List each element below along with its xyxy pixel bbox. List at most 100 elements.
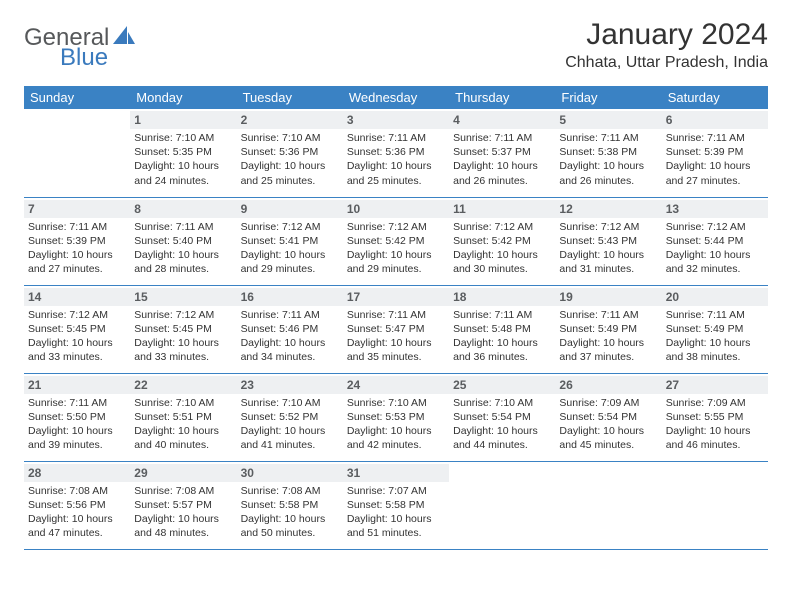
logo-sail-icon — [113, 26, 135, 51]
cell-body: Sunrise: 7:10 AMSunset: 5:51 PMDaylight:… — [134, 396, 232, 453]
sunset-text: Sunset: 5:42 PM — [347, 234, 445, 248]
daylight1-text: Daylight: 10 hours — [559, 336, 657, 350]
calendar-cell: 14Sunrise: 7:12 AMSunset: 5:45 PMDayligh… — [24, 285, 130, 373]
sunrise-text: Sunrise: 7:12 AM — [28, 308, 126, 322]
sunset-text: Sunset: 5:36 PM — [241, 145, 339, 159]
daylight1-text: Daylight: 10 hours — [666, 336, 764, 350]
sunset-text: Sunset: 5:48 PM — [453, 322, 551, 336]
daylight2-text: and 33 minutes. — [28, 350, 126, 364]
cell-body: Sunrise: 7:08 AMSunset: 5:57 PMDaylight:… — [134, 484, 232, 541]
day-number: 19 — [555, 288, 661, 306]
day-number: 10 — [343, 200, 449, 218]
calendar-cell: 20Sunrise: 7:11 AMSunset: 5:49 PMDayligh… — [662, 285, 768, 373]
daylight1-text: Daylight: 10 hours — [241, 159, 339, 173]
daylight1-text: Daylight: 10 hours — [666, 159, 764, 173]
daylight2-text: and 25 minutes. — [347, 174, 445, 188]
daylight2-text: and 34 minutes. — [241, 350, 339, 364]
daylight1-text: Daylight: 10 hours — [347, 159, 445, 173]
sunrise-text: Sunrise: 7:12 AM — [347, 220, 445, 234]
daylight1-text: Daylight: 10 hours — [241, 424, 339, 438]
daylight1-text: Daylight: 10 hours — [347, 424, 445, 438]
logo-blue-wrap: Blue — [60, 44, 108, 72]
sunset-text: Sunset: 5:44 PM — [666, 234, 764, 248]
daylight1-text: Daylight: 10 hours — [347, 248, 445, 262]
daylight1-text: Daylight: 10 hours — [134, 336, 232, 350]
sunrise-text: Sunrise: 7:10 AM — [241, 131, 339, 145]
daylight1-text: Daylight: 10 hours — [453, 424, 551, 438]
daylight2-text: and 38 minutes. — [666, 350, 764, 364]
calendar-cell: 16Sunrise: 7:11 AMSunset: 5:46 PMDayligh… — [237, 285, 343, 373]
day-number: 6 — [662, 111, 768, 129]
sunrise-text: Sunrise: 7:11 AM — [453, 308, 551, 322]
calendar-cell: 4Sunrise: 7:11 AMSunset: 5:37 PMDaylight… — [449, 109, 555, 197]
cell-body: Sunrise: 7:12 AMSunset: 5:42 PMDaylight:… — [347, 220, 445, 277]
weekday-header: Friday — [555, 86, 661, 109]
sunrise-text: Sunrise: 7:12 AM — [666, 220, 764, 234]
sunrise-text: Sunrise: 7:08 AM — [241, 484, 339, 498]
cell-body: Sunrise: 7:10 AMSunset: 5:35 PMDaylight:… — [134, 131, 232, 188]
weekday-header: Thursday — [449, 86, 555, 109]
day-number: 8 — [130, 200, 236, 218]
daylight2-text: and 47 minutes. — [28, 526, 126, 540]
day-number: 16 — [237, 288, 343, 306]
daylight2-text: and 32 minutes. — [666, 262, 764, 276]
day-number: 21 — [24, 376, 130, 394]
sunrise-text: Sunrise: 7:07 AM — [347, 484, 445, 498]
day-number: 11 — [449, 200, 555, 218]
cell-body: Sunrise: 7:11 AMSunset: 5:40 PMDaylight:… — [134, 220, 232, 277]
cell-body: Sunrise: 7:11 AMSunset: 5:50 PMDaylight:… — [28, 396, 126, 453]
calendar-cell: 25Sunrise: 7:10 AMSunset: 5:54 PMDayligh… — [449, 373, 555, 461]
day-number: 4 — [449, 111, 555, 129]
weekday-header: Saturday — [662, 86, 768, 109]
daylight2-text: and 31 minutes. — [559, 262, 657, 276]
calendar-cell: 10 Sunrise: 7:12 AMSunset: 5:42 PMDayligh… — [343, 197, 449, 285]
sunrise-text: Sunrise: 7:12 AM — [559, 220, 657, 234]
calendar-cell: 15Sunrise: 7:12 AMSunset: 5:45 PMDayligh… — [130, 285, 236, 373]
weekday-row: Sunday Monday Tuesday Wednesday Thursday… — [24, 86, 768, 109]
cell-body: Sunrise: 7:10 AMSunset: 5:53 PMDaylight:… — [347, 396, 445, 453]
sunset-text: Sunset: 5:40 PM — [134, 234, 232, 248]
calendar-cell: 12Sunrise: 7:12 AMSunset: 5:43 PMDayligh… — [555, 197, 661, 285]
daylight1-text: Daylight: 10 hours — [453, 248, 551, 262]
sunset-text: Sunset: 5:37 PM — [453, 145, 551, 159]
daylight1-text: Daylight: 10 hours — [28, 512, 126, 526]
daylight1-text: Daylight: 10 hours — [28, 248, 126, 262]
cell-body: Sunrise: 7:10 AMSunset: 5:54 PMDaylight:… — [453, 396, 551, 453]
daylight1-text: Daylight: 10 hours — [453, 159, 551, 173]
cell-body: Sunrise: 7:12 AMSunset: 5:45 PMDaylight:… — [28, 308, 126, 365]
calendar-cell: 29Sunrise: 7:08 AMSunset: 5:57 PMDayligh… — [130, 461, 236, 549]
sunset-text: Sunset: 5:54 PM — [453, 410, 551, 424]
cell-body: Sunrise: 7:09 AMSunset: 5:55 PMDaylight:… — [666, 396, 764, 453]
sunrise-text: Sunrise: 7:11 AM — [559, 131, 657, 145]
cell-body: Sunrise: 7:12 AMSunset: 5:44 PMDaylight:… — [666, 220, 764, 277]
sunset-text: Sunset: 5:49 PM — [559, 322, 657, 336]
sunset-text: Sunset: 5:41 PM — [241, 234, 339, 248]
daylight2-text: and 41 minutes. — [241, 438, 339, 452]
cell-body: Sunrise: 7:12 AMSunset: 5:42 PMDaylight:… — [453, 220, 551, 277]
calendar-row: 1 Sunrise: 7:10 AMSunset: 5:35 PMDaylight… — [24, 109, 768, 197]
daylight2-text: and 44 minutes. — [453, 438, 551, 452]
cell-body: Sunrise: 7:08 AMSunset: 5:58 PMDaylight:… — [241, 484, 339, 541]
day-number: 28 — [24, 464, 130, 482]
title-block: January 2024 Chhata, Uttar Pradesh, Indi… — [565, 18, 768, 72]
daylight2-text: and 35 minutes. — [347, 350, 445, 364]
sunrise-text: Sunrise: 7:10 AM — [134, 131, 232, 145]
cell-body: Sunrise: 7:08 AMSunset: 5:56 PMDaylight:… — [28, 484, 126, 541]
sunset-text: Sunset: 5:46 PM — [241, 322, 339, 336]
calendar-cell: 9Sunrise: 7:12 AMSunset: 5:41 PMDaylight… — [237, 197, 343, 285]
calendar-cell: 6Sunrise: 7:11 AMSunset: 5:39 PMDaylight… — [662, 109, 768, 197]
calendar-cell: 21 Sunrise: 7:11 AMSunset: 5:50 PMDayligh… — [24, 373, 130, 461]
sunrise-text: Sunrise: 7:10 AM — [134, 396, 232, 410]
sunset-text: Sunset: 5:54 PM — [559, 410, 657, 424]
daylight2-text: and 27 minutes. — [666, 174, 764, 188]
day-number: 3 — [343, 111, 449, 129]
cell-body: Sunrise: 7:11 AMSunset: 5:48 PMDaylight:… — [453, 308, 551, 365]
cell-body: Sunrise: 7:11 AMSunset: 5:36 PMDaylight:… — [347, 131, 445, 188]
sunset-text: Sunset: 5:39 PM — [666, 145, 764, 159]
daylight2-text: and 24 minutes. — [134, 174, 232, 188]
calendar-cell: 22Sunrise: 7:10 AMSunset: 5:51 PMDayligh… — [130, 373, 236, 461]
sunset-text: Sunset: 5:56 PM — [28, 498, 126, 512]
cell-body: Sunrise: 7:07 AMSunset: 5:58 PMDaylight:… — [347, 484, 445, 541]
sunset-text: Sunset: 5:47 PM — [347, 322, 445, 336]
day-number: 1 — [130, 111, 236, 129]
